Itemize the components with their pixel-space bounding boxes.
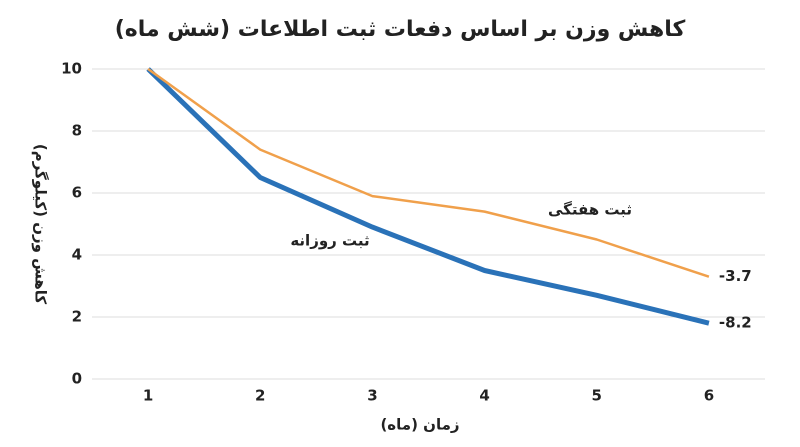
x-tick-label: 3 <box>367 387 377 405</box>
y-tick-label: 0 <box>72 370 82 388</box>
x-tick-label: 6 <box>704 387 714 405</box>
x-axis-label: زمان (ماه) <box>380 416 459 434</box>
data-line <box>146 67 710 326</box>
y-tick-label: 4 <box>72 246 82 264</box>
y-tick-label: 2 <box>72 308 82 326</box>
series-label: ثبت هفتگی <box>548 201 632 219</box>
data-line <box>147 67 710 278</box>
y-tick-label: 6 <box>72 184 82 202</box>
y-tick-label: 8 <box>72 122 82 140</box>
x-tick-label: 4 <box>479 387 489 405</box>
y-tick-label: 10 <box>61 60 82 78</box>
x-tick-label: 5 <box>592 387 602 405</box>
end-label: -8.2 <box>719 314 752 332</box>
x-tick-label: 2 <box>255 387 265 405</box>
end-label: -3.7 <box>719 267 752 285</box>
y-axis-label: کاهش وزن (کیلوگرم) <box>32 144 50 305</box>
series-label: ثبت روزانه <box>290 232 369 250</box>
x-tick-label: 1 <box>143 387 153 405</box>
chart-title: کاهش وزن بر اساس دفعات ثبت اطلاعات (شش م… <box>115 17 686 42</box>
